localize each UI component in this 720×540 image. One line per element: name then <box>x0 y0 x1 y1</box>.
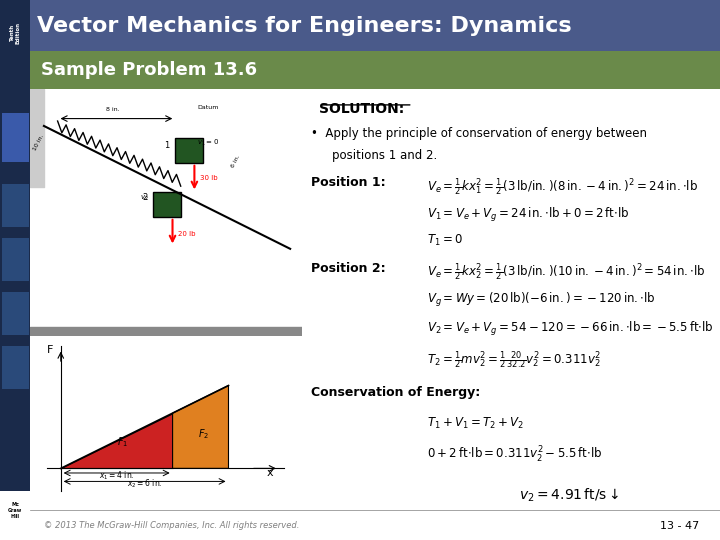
Bar <box>153 192 181 217</box>
Text: Position 1:: Position 1: <box>311 177 385 190</box>
Text: $V_g = Wy = (20\,\mathrm{lb})(-6\,\mathrm{in.}) = -120\,\mathrm{in.{\cdot}lb}$: $V_g = Wy = (20\,\mathrm{lb})(-6\,\mathr… <box>427 291 656 309</box>
Text: $V_2 = V_e + V_g = 54 - 120 = -66\,\mathrm{in.{\cdot}lb} = -5.5\,\mathrm{ft{\cdo: $V_2 = V_e + V_g = 54 - 120 = -66\,\math… <box>427 320 714 338</box>
FancyBboxPatch shape <box>1 113 29 162</box>
Text: 8 in.: 8 in. <box>106 107 119 112</box>
Text: © 2013 The McGraw-Hill Companies, Inc. All rights reserved.: © 2013 The McGraw-Hill Companies, Inc. A… <box>44 522 300 530</box>
Text: $x_2 = 6$ in.: $x_2 = 6$ in. <box>127 478 163 490</box>
Text: Tenth
Edition: Tenth Edition <box>9 22 21 44</box>
Text: $v_2 = 4.91\,\mathrm{ft/s}\downarrow$: $v_2 = 4.91\,\mathrm{ft/s}\downarrow$ <box>519 486 619 504</box>
Text: $v_1 = 0$: $v_1 = 0$ <box>197 138 219 149</box>
Text: $v_2$: $v_2$ <box>140 194 148 203</box>
FancyBboxPatch shape <box>0 491 30 540</box>
Text: •  Apply the principle of conservation of energy between: • Apply the principle of conservation of… <box>311 126 647 139</box>
Text: x: x <box>267 468 274 478</box>
Text: Mc
Graw
Hill: Mc Graw Hill <box>8 502 22 518</box>
Text: Conservation of Energy:: Conservation of Energy: <box>311 387 480 400</box>
Text: $V_1 = V_e + V_g = 24\,\mathrm{in.{\cdot}lb} + 0 = 2\,\mathrm{ft{\cdot}lb}$: $V_1 = V_e + V_g = 24\,\mathrm{in.{\cdot… <box>427 206 629 224</box>
Text: $F_1$: $F_1$ <box>117 435 128 449</box>
Text: $x_1 = 4$ in.: $x_1 = 4$ in. <box>99 469 135 482</box>
Text: $V_e = \frac{1}{2}kx_1^2 = \frac{1}{2}(3\,\mathrm{lb/in.})(8\,\mathrm{in.} - 4\,: $V_e = \frac{1}{2}kx_1^2 = \frac{1}{2}(3… <box>427 177 698 198</box>
Polygon shape <box>173 386 228 468</box>
Text: Position 2:: Position 2: <box>311 262 385 275</box>
Text: $0 + 2\,\mathrm{ft{\cdot}lb} = 0.311v_2^2 - 5.5\,\mathrm{ft{\cdot}lb}$: $0 + 2\,\mathrm{ft{\cdot}lb} = 0.311v_2^… <box>427 444 603 465</box>
Text: 2: 2 <box>143 193 148 201</box>
FancyBboxPatch shape <box>1 184 29 227</box>
Text: $T_2 = \frac{1}{2}mv_2^2 = \frac{1}{2}\frac{20}{32.2}v_2^2 = 0.311v_2^2$: $T_2 = \frac{1}{2}mv_2^2 = \frac{1}{2}\f… <box>427 349 601 370</box>
Text: Vector Mechanics for Engineers: Dynamics: Vector Mechanics for Engineers: Dynamics <box>37 16 572 36</box>
Text: positions 1 and 2.: positions 1 and 2. <box>331 150 437 163</box>
Polygon shape <box>60 413 173 468</box>
Text: 20 lb: 20 lb <box>178 231 196 237</box>
Text: Sample Problem 13.6: Sample Problem 13.6 <box>40 61 257 79</box>
Text: 1: 1 <box>164 141 170 150</box>
Text: 6 in.: 6 in. <box>230 154 240 168</box>
Text: SOLUTION:: SOLUTION: <box>319 102 405 116</box>
FancyBboxPatch shape <box>1 346 29 389</box>
Text: $T_1 + V_1 = T_2 + V_2$: $T_1 + V_1 = T_2 + V_2$ <box>427 415 524 430</box>
FancyBboxPatch shape <box>1 292 29 335</box>
Text: 13 - 47: 13 - 47 <box>660 521 699 531</box>
Text: F: F <box>46 345 53 355</box>
Text: 10 in.: 10 in. <box>32 134 45 152</box>
Text: $F_2$: $F_2$ <box>198 428 209 442</box>
Text: $T_1 = 0$: $T_1 = 0$ <box>427 233 463 248</box>
Bar <box>175 138 202 163</box>
FancyBboxPatch shape <box>1 238 29 281</box>
Text: $V_e = \frac{1}{2}kx_2^2 = \frac{1}{2}(3\,\mathrm{lb/in.})(10\,\mathrm{in.} - 4\: $V_e = \frac{1}{2}kx_2^2 = \frac{1}{2}(3… <box>427 262 706 284</box>
Text: Datum: Datum <box>197 105 219 110</box>
Text: 30 lb: 30 lb <box>200 174 217 180</box>
